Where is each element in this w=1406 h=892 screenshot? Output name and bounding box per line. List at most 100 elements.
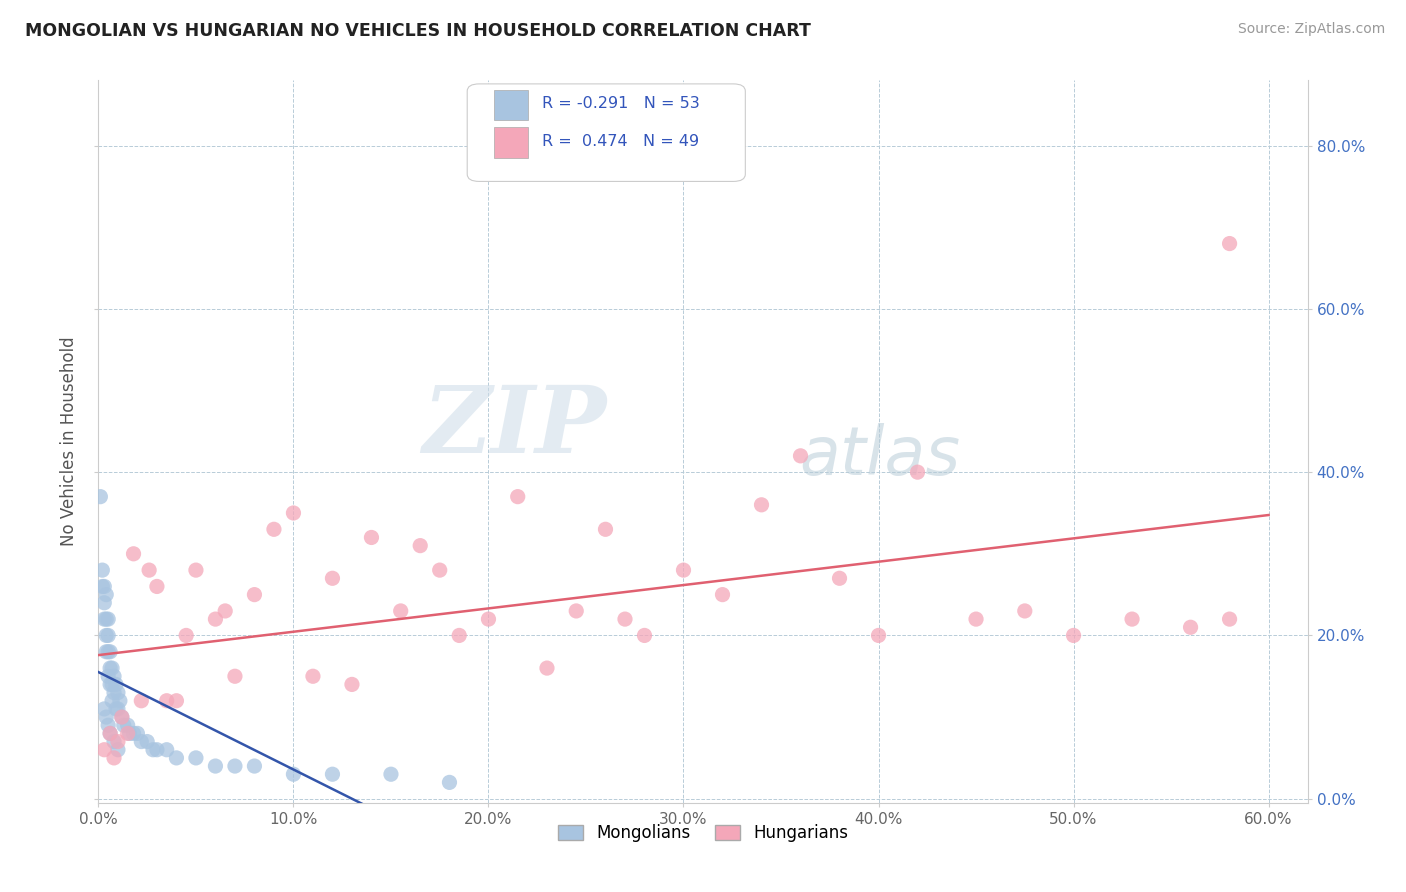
Point xyxy=(103,751,125,765)
Point xyxy=(283,767,305,781)
Point xyxy=(111,710,134,724)
Text: MONGOLIAN VS HUNGARIAN NO VEHICLES IN HOUSEHOLD CORRELATION CHART: MONGOLIAN VS HUNGARIAN NO VEHICLES IN HO… xyxy=(25,22,811,40)
Point xyxy=(97,612,120,626)
Point xyxy=(103,685,125,699)
Point xyxy=(340,677,363,691)
Point xyxy=(98,726,121,740)
Point xyxy=(93,596,115,610)
Text: ZIP: ZIP xyxy=(422,382,606,472)
Point xyxy=(93,743,115,757)
Text: atlas: atlas xyxy=(800,423,960,489)
Point xyxy=(91,563,114,577)
Point xyxy=(112,718,135,732)
Point xyxy=(103,734,125,748)
Point xyxy=(165,694,187,708)
Point xyxy=(97,645,120,659)
FancyBboxPatch shape xyxy=(494,90,527,120)
Point xyxy=(224,759,246,773)
Point xyxy=(536,661,558,675)
Point xyxy=(122,726,145,740)
Point xyxy=(118,726,141,740)
Point xyxy=(104,702,127,716)
Point xyxy=(184,563,207,577)
Point xyxy=(789,449,811,463)
Point xyxy=(321,767,343,781)
Point xyxy=(91,579,114,593)
Point xyxy=(321,571,343,585)
Point xyxy=(165,751,187,765)
Point xyxy=(98,645,121,659)
Point xyxy=(89,490,111,504)
Point xyxy=(1219,612,1241,626)
Point xyxy=(104,677,127,691)
Point xyxy=(614,612,637,626)
Point xyxy=(93,579,115,593)
Point xyxy=(477,612,499,626)
Point xyxy=(117,718,139,732)
Point xyxy=(1121,612,1143,626)
Point xyxy=(409,539,432,553)
Point xyxy=(142,743,165,757)
Point xyxy=(224,669,246,683)
Point xyxy=(633,628,655,642)
Point xyxy=(907,465,929,479)
Point xyxy=(243,759,266,773)
Point xyxy=(107,685,129,699)
Point xyxy=(107,734,129,748)
Point xyxy=(131,734,153,748)
Point xyxy=(184,751,207,765)
Point xyxy=(101,661,124,675)
Point xyxy=(1219,236,1241,251)
Point xyxy=(98,726,121,740)
Point xyxy=(96,710,118,724)
Point xyxy=(174,628,197,642)
Point xyxy=(108,694,131,708)
Point xyxy=(93,612,115,626)
Point xyxy=(136,734,159,748)
Point xyxy=(214,604,236,618)
Point xyxy=(1063,628,1085,642)
Point xyxy=(565,604,588,618)
Point xyxy=(98,661,121,675)
Point xyxy=(506,490,529,504)
Point xyxy=(204,759,226,773)
Legend: Mongolians, Hungarians: Mongolians, Hungarians xyxy=(551,817,855,848)
Point xyxy=(204,612,226,626)
Point xyxy=(122,547,145,561)
Point xyxy=(672,563,695,577)
Y-axis label: No Vehicles in Household: No Vehicles in Household xyxy=(60,336,79,547)
Point xyxy=(380,767,402,781)
Point xyxy=(965,612,987,626)
Text: R = -0.291   N = 53: R = -0.291 N = 53 xyxy=(543,96,700,111)
Point xyxy=(107,702,129,716)
FancyBboxPatch shape xyxy=(467,84,745,181)
Point xyxy=(449,628,471,642)
Point xyxy=(103,669,125,683)
Point xyxy=(156,694,179,708)
Point xyxy=(101,677,124,691)
Point xyxy=(96,645,118,659)
Text: R =  0.474   N = 49: R = 0.474 N = 49 xyxy=(543,134,699,149)
Point xyxy=(429,563,451,577)
Point xyxy=(111,710,134,724)
Point xyxy=(101,694,124,708)
Point xyxy=(146,743,169,757)
Point xyxy=(439,775,461,789)
Point xyxy=(302,669,325,683)
Point xyxy=(97,628,120,642)
Point xyxy=(595,522,617,536)
Point xyxy=(131,694,153,708)
Point xyxy=(283,506,305,520)
Point xyxy=(828,571,851,585)
Point xyxy=(1014,604,1036,618)
Point xyxy=(96,612,118,626)
Point xyxy=(751,498,773,512)
Point xyxy=(243,588,266,602)
Point xyxy=(138,563,160,577)
Text: Source: ZipAtlas.com: Source: ZipAtlas.com xyxy=(1237,22,1385,37)
Point xyxy=(93,702,115,716)
Point xyxy=(117,726,139,740)
Point xyxy=(96,588,118,602)
FancyBboxPatch shape xyxy=(494,128,527,158)
Point xyxy=(146,579,169,593)
